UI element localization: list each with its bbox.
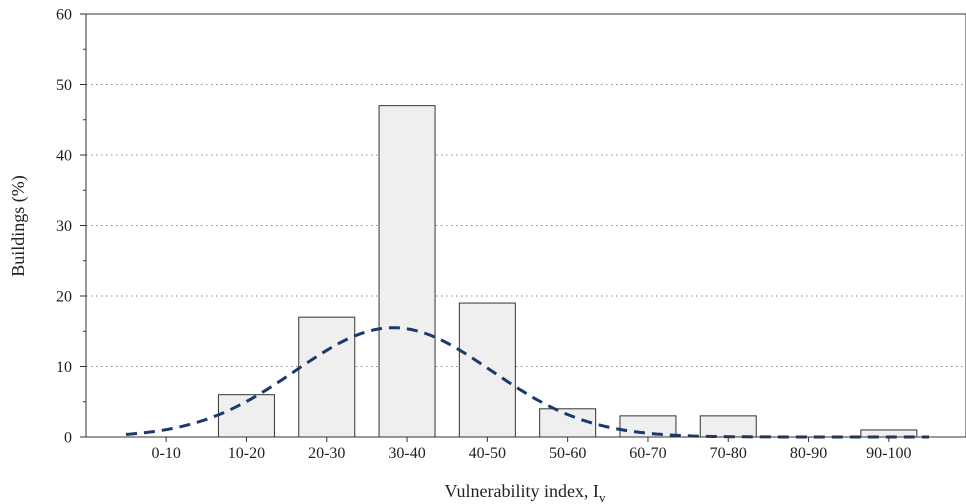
x-tick-label-10-20: 10-20 bbox=[228, 445, 265, 462]
x-tick-label-80-90: 80-90 bbox=[790, 445, 827, 462]
y-ticks: 0 10 20 30 40 50 60 bbox=[56, 7, 86, 447]
y-tick-label-50: 50 bbox=[56, 77, 72, 94]
x-ticks: 0-10 10-20 20-30 30-40 40-50 50-60 60-70 70-80 8… bbox=[151, 437, 912, 462]
x-tick-label-50-60: 50-60 bbox=[549, 445, 586, 462]
bars bbox=[217, 105, 918, 438]
x-tick-label-40-50: 40-50 bbox=[469, 445, 506, 462]
bar-60-70 bbox=[619, 415, 677, 438]
bar-10-20 bbox=[217, 394, 275, 438]
grid-lines bbox=[86, 84, 966, 367]
x-tick-label-20-30: 20-30 bbox=[308, 445, 345, 462]
y-tick-label-30: 30 bbox=[56, 218, 72, 235]
y-tick-label-60: 60 bbox=[56, 7, 72, 24]
y-tick-label-10: 10 bbox=[56, 359, 72, 376]
y-tick-label-0: 0 bbox=[64, 430, 72, 447]
x-tick-label-0-10: 0-10 bbox=[151, 445, 180, 462]
x-tick-label-60-70: 60-70 bbox=[629, 445, 666, 462]
bar-40-50 bbox=[458, 302, 516, 438]
bar-30-40 bbox=[378, 105, 436, 438]
x-axis-label-subscript: v bbox=[599, 490, 606, 504]
bar-20-30 bbox=[298, 316, 356, 438]
x-tick-label-30-40: 30-40 bbox=[388, 445, 425, 462]
y-tick-label-40: 40 bbox=[56, 148, 72, 165]
x-tick-label-90-100: 90-100 bbox=[866, 445, 911, 462]
x-axis-label-main: Vulnerability index, I bbox=[445, 481, 599, 501]
y-axis-label: Buildings (%) bbox=[8, 175, 29, 277]
x-tick-label-70-80: 70-80 bbox=[710, 445, 747, 462]
y-tick-label-20: 20 bbox=[56, 289, 72, 306]
x-axis-label: Vulnerability index, Iv bbox=[445, 481, 606, 504]
bar-70-80 bbox=[699, 415, 757, 438]
